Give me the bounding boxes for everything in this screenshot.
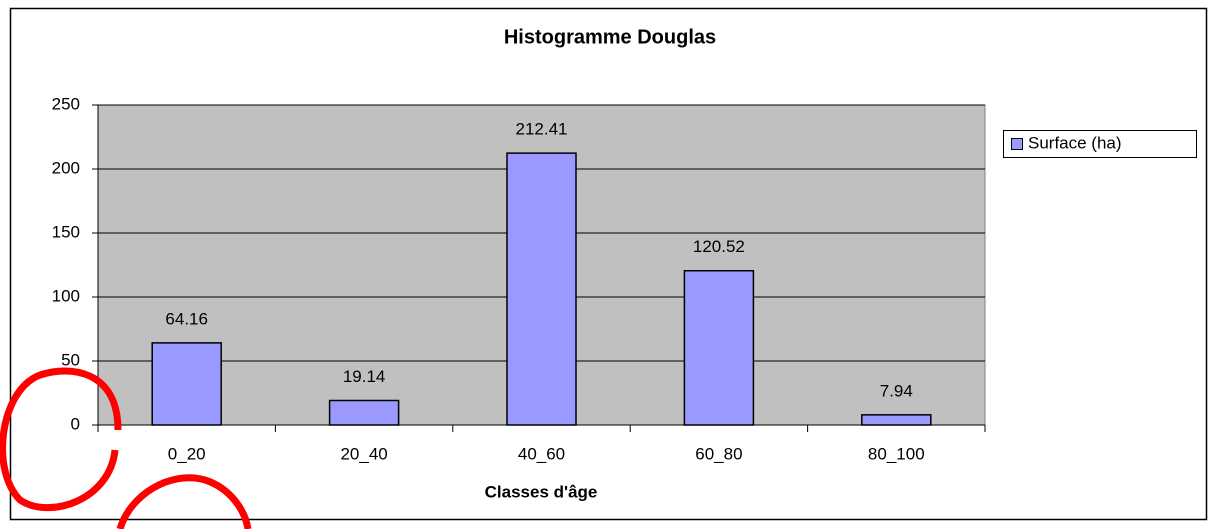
data-label: 64.16	[165, 309, 208, 328]
x-axis-label: Classes d'âge	[485, 482, 598, 501]
x-tick-label: 40_60	[518, 444, 565, 463]
x-tick-label: 20_40	[340, 444, 387, 463]
x-tick-label: 0_20	[168, 444, 206, 463]
legend	[1003, 130, 1197, 158]
bar	[683, 269, 755, 426]
data-label: 212.41	[516, 120, 568, 139]
y-tick-label: 0	[71, 414, 80, 433]
y-tick-label: 100	[52, 286, 80, 305]
annotation-circle	[116, 474, 252, 529]
data-label: 120.52	[693, 237, 745, 256]
data-label: 19.14	[343, 367, 386, 386]
y-tick-label: 200	[52, 158, 80, 177]
legend-label: Surface (ha)	[1028, 133, 1122, 152]
y-tick-label: 50	[61, 350, 80, 369]
bar	[328, 399, 400, 426]
y-tick-label: 150	[52, 222, 80, 241]
legend-swatch	[1011, 138, 1023, 150]
data-label: 7.94	[880, 381, 913, 400]
bar	[151, 342, 222, 426]
bar	[506, 152, 577, 426]
bar	[861, 414, 932, 426]
plot: 0 50 100 150 200 250 0_20 64.16 20_40 19.14 40_60 2…	[52, 94, 986, 463]
x-tick-label: 60_80	[695, 444, 742, 463]
chart-title: Histogramme Douglas	[504, 26, 716, 48]
x-tick-label: 80_100	[868, 444, 925, 463]
annotation-circle	[0, 367, 122, 512]
y-tick-label: 250	[52, 94, 80, 113]
